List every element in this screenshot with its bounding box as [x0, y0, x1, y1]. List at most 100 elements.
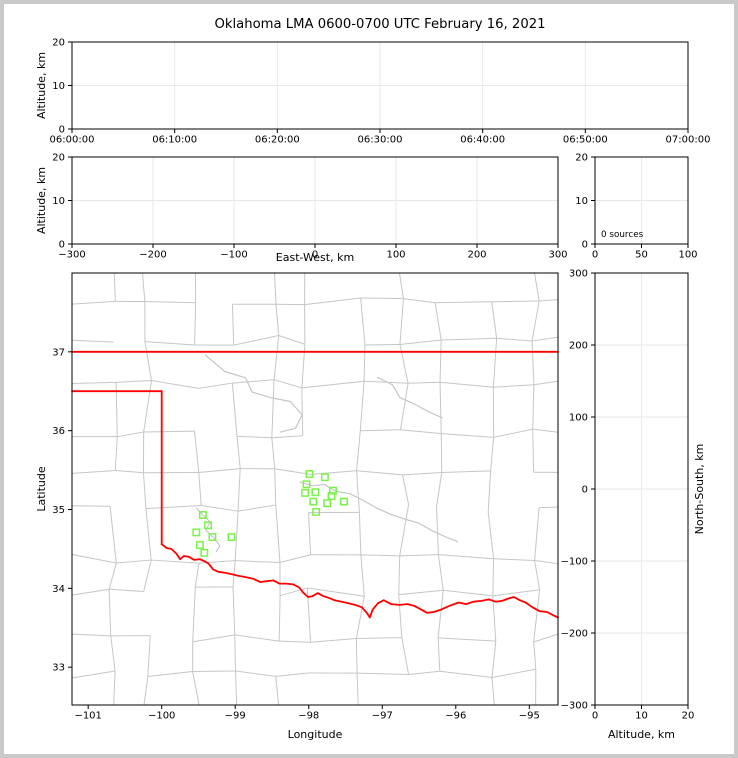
y-tick-label: 10 [52, 196, 65, 207]
county-border [360, 297, 404, 300]
county-border [493, 428, 533, 438]
y-tick-label: 0 [59, 125, 65, 136]
county-border [490, 437, 495, 471]
county-border [147, 635, 151, 677]
county-border [539, 299, 559, 302]
station-marker [329, 486, 337, 495]
x-tick-label: −101 [74, 711, 101, 722]
x-tick-label: 0 [312, 250, 318, 261]
county-border [403, 298, 436, 304]
county-border [234, 634, 280, 642]
county-border [491, 677, 495, 706]
county-border [273, 335, 280, 380]
river-canadian [299, 481, 459, 543]
river-arkansas-ne [376, 376, 443, 419]
county-border [398, 272, 404, 299]
county-border [532, 428, 559, 433]
x-tick-label: 06:20:00 [255, 135, 300, 146]
lma-stations [192, 470, 348, 557]
county-border [144, 341, 152, 381]
station-marker [192, 528, 201, 537]
county-border [441, 433, 494, 438]
county-border [194, 302, 197, 346]
county-border [237, 468, 241, 512]
panel-time-height: 06:00:00 06:10:00 06:20:00 06:30:00 06:40:00… [50, 38, 711, 146]
county-border [400, 429, 442, 435]
county-border [144, 301, 196, 304]
county-border [273, 379, 303, 389]
county-border [491, 301, 498, 339]
county-border [364, 343, 400, 346]
ns-height-x-axis-label: Altitude, km [608, 728, 675, 741]
station-marker [195, 541, 204, 549]
x-tick-label: 0 [592, 711, 598, 722]
county-border [440, 433, 443, 473]
y-tick-label: 36 [52, 426, 65, 437]
county-border [532, 384, 535, 430]
county-border [496, 337, 533, 342]
county-border [443, 589, 493, 597]
station-marker [340, 497, 348, 506]
county-border [439, 339, 442, 383]
map-y-axis-label: Latitude [35, 466, 48, 512]
county-border [304, 297, 361, 306]
x-tick-label: −97 [372, 711, 393, 722]
station-marker [208, 533, 217, 542]
county-border [402, 471, 442, 476]
county-border [400, 383, 409, 430]
county-border [438, 554, 494, 560]
county-border [301, 380, 365, 389]
county-border [439, 670, 493, 679]
y-tick-label: 200 [569, 341, 588, 352]
county-border [143, 380, 152, 433]
county-border [237, 504, 276, 512]
county-border [533, 641, 537, 670]
county-border [487, 470, 492, 513]
x-tick-label: −100 [148, 711, 175, 722]
county-border [142, 272, 146, 302]
county-border [356, 470, 403, 476]
county-border [108, 589, 112, 636]
county-border [279, 587, 308, 597]
y-tick-label: 20 [52, 38, 65, 49]
county-border [233, 335, 279, 346]
x-tick-label: 07:00:00 [666, 135, 711, 146]
x-tick-label: 0 [592, 250, 598, 261]
county-border [534, 560, 559, 565]
county-border [71, 300, 116, 305]
x-tick-label: 06:30:00 [358, 135, 403, 146]
station-marker [309, 497, 318, 506]
figure-title: Oklahoma LMA 0600-0700 UTC February 16, … [214, 17, 545, 32]
county-border [539, 506, 559, 509]
county-border [492, 589, 540, 597]
county-border [356, 673, 359, 706]
figure-background [4, 4, 734, 754]
y-tick-label: −100 [561, 557, 588, 568]
county-border [439, 382, 442, 434]
y-tick-label: 33 [52, 663, 65, 674]
county-border [234, 511, 239, 561]
county-border [534, 560, 541, 590]
x-tick-label: 10 [635, 711, 648, 722]
county-border [192, 671, 200, 706]
ew-height-y-axis-label: Altitude, km [35, 167, 48, 234]
x-tick-label: −200 [139, 250, 166, 261]
county-border [399, 554, 439, 557]
y-tick-label: 0 [59, 240, 65, 251]
county-border [142, 472, 147, 509]
county-border [441, 470, 491, 473]
county-border [533, 633, 559, 643]
y-tick-label: 34 [52, 584, 65, 595]
y-tick-label: 0 [582, 485, 588, 496]
county-border [278, 335, 306, 345]
panel-frame [594, 272, 689, 706]
county-border [117, 431, 144, 438]
ew-height-x-axis-label: East-West, km [276, 251, 354, 264]
county-border [402, 474, 410, 505]
county-border [116, 559, 152, 564]
station-marker [302, 480, 311, 489]
county-border [235, 670, 276, 677]
time-height-y-axis-label: Altitude, km [35, 52, 48, 119]
county-border [357, 672, 409, 676]
station-marker [198, 511, 207, 519]
